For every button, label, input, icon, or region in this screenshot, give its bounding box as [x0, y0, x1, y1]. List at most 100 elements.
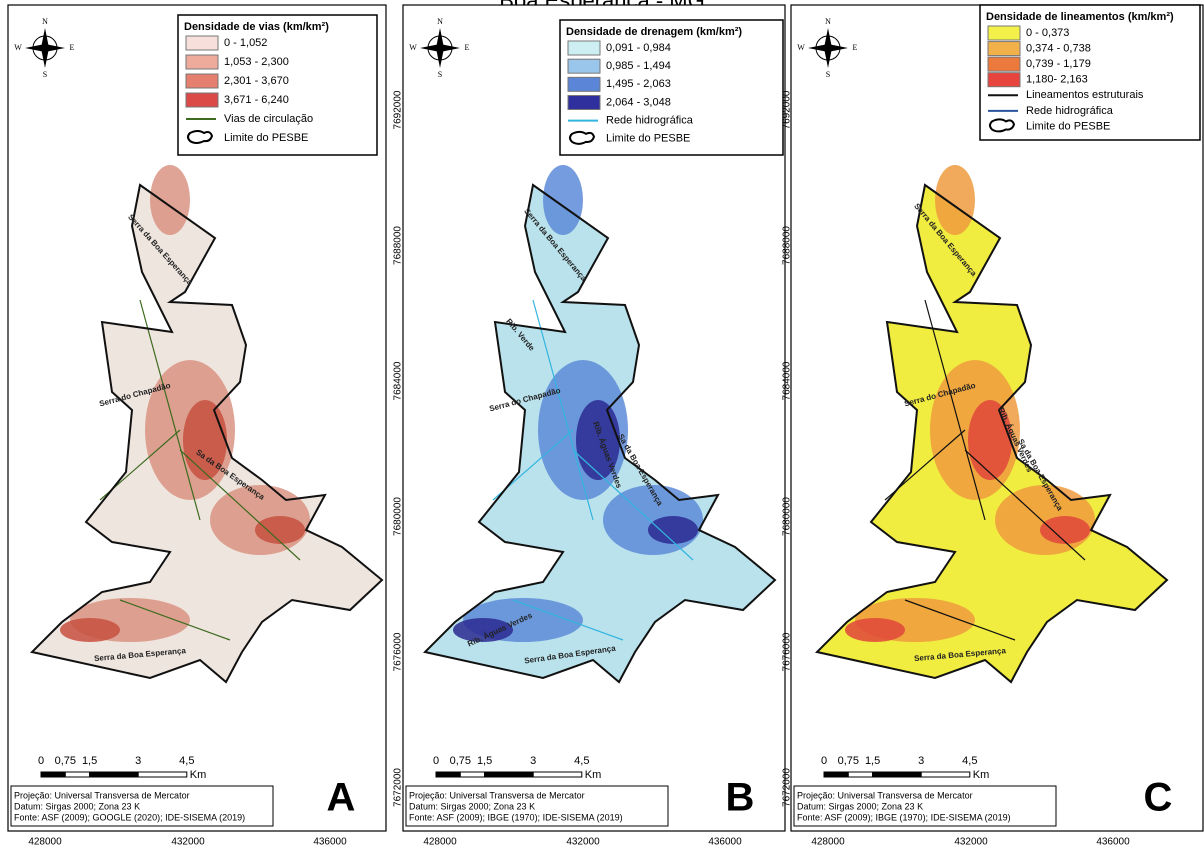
- scale-label: 0,75: [55, 755, 76, 767]
- legend-swatch: [988, 57, 1020, 71]
- scale-segment: [873, 772, 922, 777]
- legend-swatch: [568, 96, 600, 110]
- x-coordinate: 432000: [566, 837, 600, 848]
- y-coordinate: 7680000: [782, 497, 793, 536]
- legend-label: 3,671 - 6,240: [224, 94, 289, 106]
- legend-swatch: [568, 59, 600, 73]
- legend-label: 0,739 - 1,179: [1026, 58, 1091, 70]
- legend-title: Densidade de vias (km/km²): [184, 21, 329, 33]
- x-coordinate: 436000: [313, 837, 347, 848]
- scale-label: 1,5: [477, 755, 492, 767]
- scale-segment: [848, 772, 872, 777]
- legend-label: Rede hidrográfica: [606, 115, 694, 127]
- legend-label: 0 - 0,373: [1026, 27, 1069, 39]
- scale-label: 0,75: [450, 755, 471, 767]
- scale-label: 4,5: [179, 755, 194, 767]
- scale-label: 4,5: [574, 755, 589, 767]
- scale-segment: [436, 772, 460, 777]
- scale-segment: [138, 772, 187, 777]
- compass-letter: E: [70, 43, 75, 52]
- x-coordinate: 432000: [171, 837, 205, 848]
- legend-label: 2,301 - 3,670: [224, 75, 289, 87]
- scale-label: 3: [918, 755, 924, 767]
- legend-label: Limite do PESBE: [1026, 120, 1110, 132]
- compass-letter: E: [853, 43, 858, 52]
- legend-label: 0 - 1,052: [224, 37, 267, 49]
- x-coordinate: 428000: [28, 837, 62, 848]
- legend-label: 1,053 - 2,300: [224, 56, 289, 68]
- x-coordinate: 428000: [811, 837, 845, 848]
- y-coordinate: 7692000: [393, 90, 404, 129]
- legend-label: Rede hidrográfica: [1026, 105, 1114, 117]
- legend-label: 0,374 - 0,738: [1026, 42, 1091, 54]
- legend-label: 2,064 - 3,048: [606, 96, 671, 108]
- legend-label: 0,091 - 0,984: [606, 42, 671, 54]
- scale-segment: [41, 772, 65, 777]
- legend-label: 0,985 - 1,494: [606, 60, 671, 72]
- scale-label: 0: [38, 755, 44, 767]
- y-coordinate: 7688000: [782, 226, 793, 265]
- x-coordinate: 432000: [954, 837, 988, 848]
- y-coordinate: 7672000: [393, 768, 404, 807]
- legend-swatch: [988, 42, 1020, 56]
- density-zone: [255, 516, 305, 544]
- legend-label: Limite do PESBE: [224, 132, 308, 144]
- credit-line: Datum: Sirgas 2000; Zona 23 K: [409, 801, 535, 811]
- legend-swatch: [568, 41, 600, 55]
- scale-unit: Km: [585, 769, 602, 781]
- scale-label: 3: [135, 755, 141, 767]
- credit-line: Projeção: Universal Transversa de Mercat…: [14, 790, 190, 800]
- scale-label: 1,5: [82, 755, 97, 767]
- scale-label: 0,75: [838, 755, 859, 767]
- credit-line: Projeção: Universal Transversa de Mercat…: [797, 790, 973, 800]
- scale-segment: [485, 772, 534, 777]
- scale-segment: [824, 772, 848, 777]
- density-zone: [543, 165, 583, 235]
- y-coordinate: 7680000: [393, 497, 404, 536]
- y-coordinate: 7684000: [393, 361, 404, 400]
- legend-label: Lineamentos estruturais: [1026, 89, 1144, 101]
- scale-segment: [65, 772, 89, 777]
- density-zone: [935, 165, 975, 235]
- legend-swatch: [988, 26, 1020, 40]
- compass-letter: W: [14, 43, 22, 52]
- scale-label: 1,5: [865, 755, 880, 767]
- legend-swatch: [186, 36, 218, 50]
- scale-label: 0: [433, 755, 439, 767]
- scale-segment: [90, 772, 139, 777]
- x-coordinate: 436000: [1096, 837, 1130, 848]
- compass-letter: S: [43, 70, 47, 79]
- legend-swatch: [186, 55, 218, 69]
- legend-label: 1,180- 2,163: [1026, 74, 1088, 86]
- legend-label: Limite do PESBE: [606, 133, 690, 145]
- density-zone: [150, 165, 190, 235]
- density-zone: [845, 618, 905, 642]
- scale-label: 4,5: [962, 755, 977, 767]
- x-coordinate: 436000: [708, 837, 742, 848]
- scale-label: 0: [821, 755, 827, 767]
- credit-line: Datum: Sirgas 2000; Zona 23 K: [797, 801, 923, 811]
- legend-title: Densidade de drenagem (km/km²): [566, 26, 742, 38]
- y-coordinate: 7676000: [782, 632, 793, 671]
- panel-letter: B: [726, 776, 755, 820]
- y-coordinate: 7692000: [782, 90, 793, 129]
- legend-swatch: [988, 73, 1020, 87]
- density-zone: [60, 618, 120, 642]
- y-coordinate: 7672000: [782, 768, 793, 807]
- compass-letter: N: [42, 17, 48, 26]
- credit-line: Projeção: Universal Transversa de Mercat…: [409, 790, 585, 800]
- scale-segment: [921, 772, 970, 777]
- legend-label: Vias de circulação: [224, 113, 313, 125]
- x-coordinate: 428000: [423, 837, 457, 848]
- legend-swatch: [568, 77, 600, 91]
- panel-letter: C: [1144, 776, 1173, 820]
- compass-letter: S: [826, 70, 830, 79]
- credit-line: Fonte: ASF (2009); IBGE (1970); IDE-SISE…: [797, 812, 1011, 822]
- compass-letter: E: [465, 43, 470, 52]
- density-zone: [1040, 516, 1090, 544]
- scale-segment: [533, 772, 582, 777]
- panel-letter: A: [327, 776, 356, 820]
- legend-swatch: [186, 93, 218, 107]
